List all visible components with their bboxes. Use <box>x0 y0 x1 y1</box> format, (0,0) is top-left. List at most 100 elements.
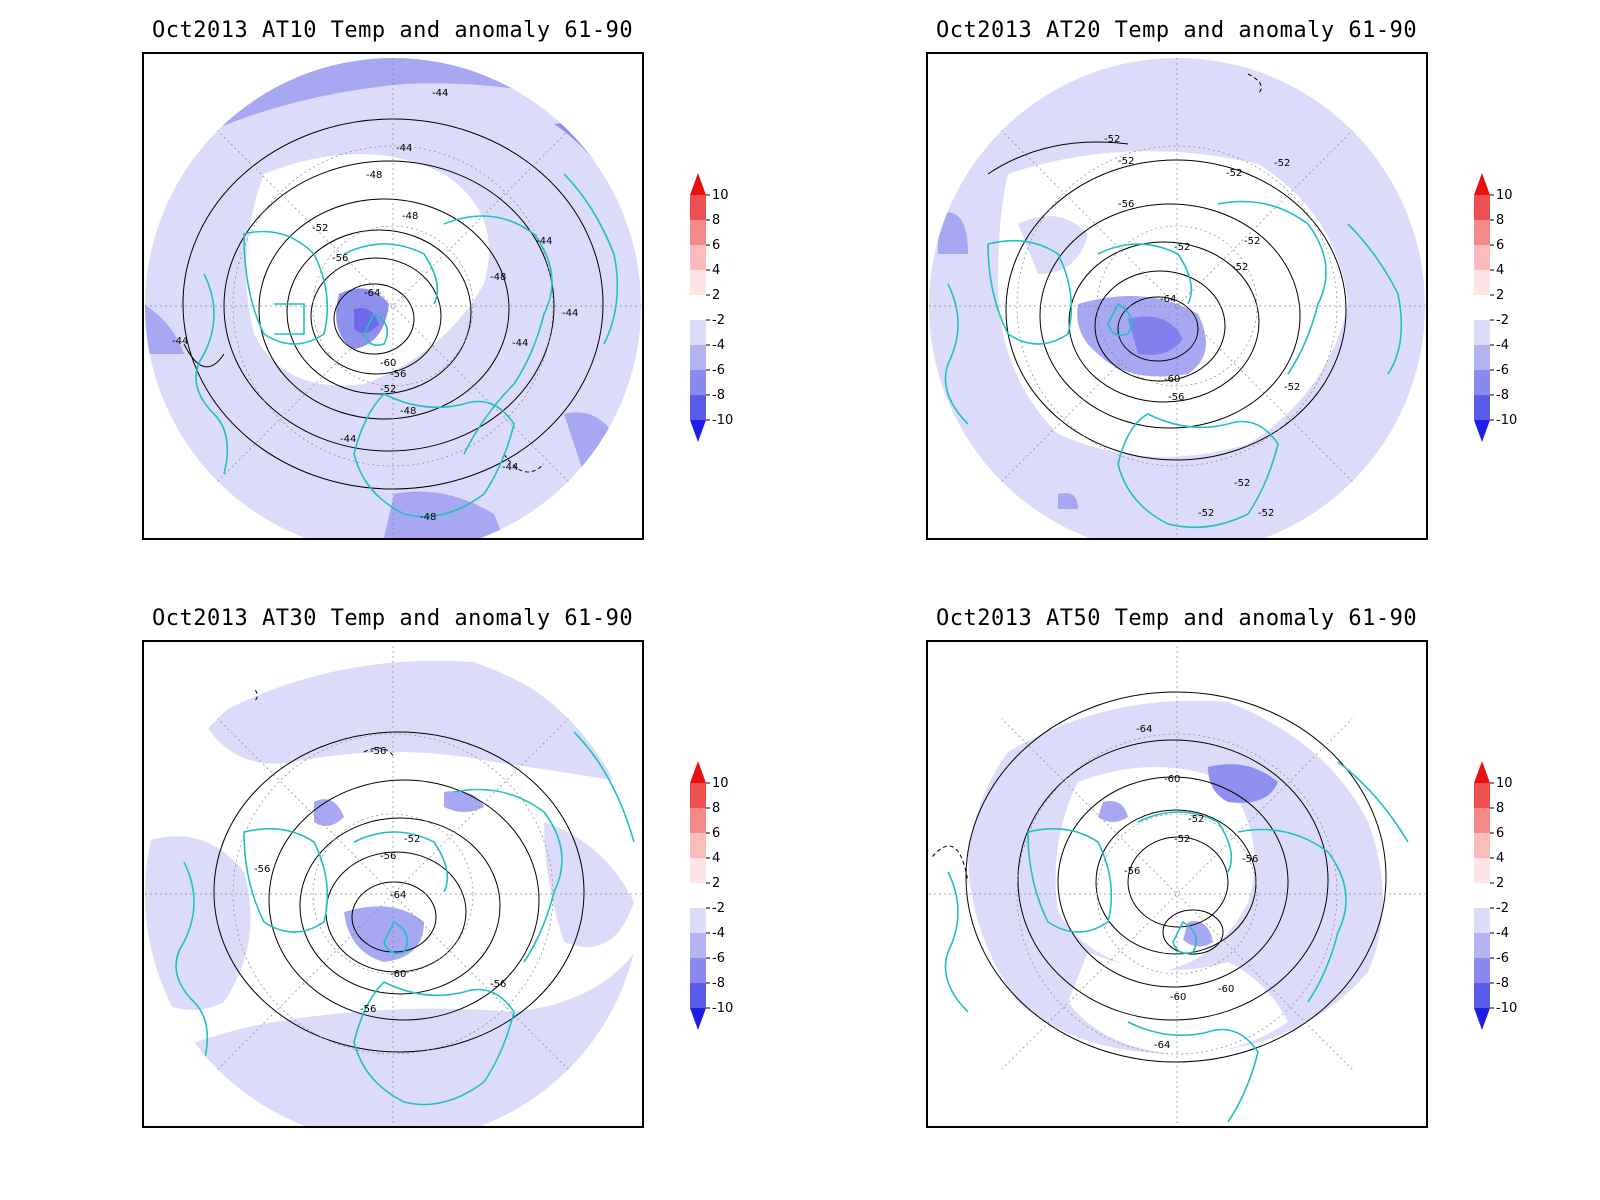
contour-label: -56 <box>490 979 506 990</box>
anomaly-region <box>1058 493 1078 509</box>
map-at30[interactable]: -56 -52 -56 -56 -64 -60 -56 -56 <box>142 640 644 1128</box>
contour-label: -52 <box>312 223 328 234</box>
colorbar-tick-label: 4 <box>1496 851 1504 866</box>
colorbar-tick-label: -8 <box>1496 976 1509 991</box>
colorbar-arrow-up <box>1474 173 1490 195</box>
contour-label: -52 <box>1284 382 1300 393</box>
map-at50[interactable]: -64 -60 -52 -52 -56 -56 -60 -60 -64 <box>926 640 1428 1128</box>
contour-label: -48 <box>490 272 506 283</box>
colorbar-arrow-up <box>690 761 706 783</box>
colorbar-box <box>690 983 706 1008</box>
contour-label: -44 <box>340 434 356 445</box>
colorbar-box <box>1474 833 1490 858</box>
colorbar-tick-label: 6 <box>712 238 720 253</box>
colorbar-tick-label: 6 <box>1496 238 1504 253</box>
colorbar-box <box>690 245 706 270</box>
colorbar-box <box>1474 370 1490 395</box>
colorbar-box <box>1474 270 1490 295</box>
colorbar-tick-label: 8 <box>712 213 720 228</box>
anomaly-region <box>938 212 968 254</box>
colorbar-arrow-down <box>690 1008 706 1030</box>
anomaly-region <box>145 836 251 1010</box>
contour-label: -56 <box>332 253 348 264</box>
contour-label: -52 <box>1232 262 1248 273</box>
anomaly-region <box>145 304 184 354</box>
colorbar-tick-label: -6 <box>1496 951 1509 966</box>
colorbar-box <box>1474 958 1490 983</box>
colorbar-tick-label: 2 <box>1496 876 1504 891</box>
contour-label: -60 <box>1164 774 1180 785</box>
colorbar-tick-label: 2 <box>712 288 720 303</box>
colorbar-box <box>1474 858 1490 883</box>
contour-label: -52 <box>1118 156 1134 167</box>
colorbar-tick-label: 10 <box>712 188 729 203</box>
colorbar-arrow-down <box>690 420 706 442</box>
panel-title-at20: Oct2013 AT20 Temp and anomaly 61-90 <box>936 18 1418 43</box>
contour-label: -56 <box>1168 392 1184 403</box>
colorbar-box <box>690 808 706 833</box>
polar-map-at30: -56 -52 -56 -56 -64 -60 -56 -56 <box>145 646 641 1126</box>
colorbar-box <box>690 220 706 245</box>
colorbar-tick-label: 4 <box>712 263 720 278</box>
contour-label: -52 <box>1226 168 1242 179</box>
contour-label: -56 <box>390 369 406 380</box>
colorbar-box <box>690 958 706 983</box>
colorbar-arrow-up <box>690 173 706 195</box>
map-at10[interactable]: -44 -44 -48 -48 -52 -56 -64 -60 -56 -52 … <box>142 52 644 540</box>
colorbar-box <box>1474 220 1490 245</box>
contour-label: -52 <box>1234 478 1250 489</box>
anomaly-region <box>1018 216 1088 274</box>
anomaly-core <box>344 906 424 962</box>
colorbar-tick-label: -6 <box>712 951 725 966</box>
anomaly-region <box>145 942 641 1126</box>
colorbar-box <box>1474 245 1490 270</box>
colorbar-tick-label: 10 <box>1496 188 1513 203</box>
colorbar-tick-label: -10 <box>1496 1001 1517 1016</box>
colorbar-tick-label: -4 <box>712 338 725 353</box>
contour-label: -48 <box>400 406 416 417</box>
contour-label: -44 <box>396 143 412 154</box>
coastlines <box>175 731 635 1106</box>
contour-labels: -64 -60 -52 -52 -56 -56 -60 -60 -64 <box>1124 724 1258 1051</box>
contour-label: -52 <box>1104 134 1120 145</box>
map-at20[interactable]: -52 -52 -52 -52 -56 -52 -52 -52 -64 -60 … <box>926 52 1428 540</box>
colorbar-tick-label: -2 <box>1496 901 1509 916</box>
contour-label: -60 <box>1164 374 1180 385</box>
colorbar-box <box>690 195 706 220</box>
contour-label: -48 <box>420 512 436 523</box>
colorbar-tick-label: -4 <box>1496 926 1509 941</box>
colorbar-tick-label: -2 <box>712 901 725 916</box>
colorbar-box <box>1474 320 1490 345</box>
coastlines <box>944 200 1403 529</box>
contour-label: -64 <box>1160 294 1176 305</box>
colorbar-box <box>690 320 706 345</box>
colorbar-box <box>690 858 706 883</box>
contour-label: -64 <box>364 288 380 299</box>
contour-label: -60 <box>390 969 406 980</box>
colorbar-tick-label: -8 <box>1496 388 1509 403</box>
colorbar-tick-label: 10 <box>712 776 729 791</box>
contour-label: -48 <box>366 170 382 181</box>
colorbar-arrow-down <box>1474 1008 1490 1030</box>
colorbar-tick-label: 4 <box>1496 263 1504 278</box>
colorbar-at50: 10 8 6 4 2 -2 -4 -6 -8 -10 <box>1474 761 1517 1030</box>
contour-label: -64 <box>1154 1040 1170 1051</box>
colorbar-box <box>690 295 706 320</box>
anomaly-region <box>314 799 344 826</box>
contour-label: -56 <box>1118 199 1134 210</box>
anomaly-core-dark <box>354 308 379 333</box>
colorbar-box <box>1474 783 1490 808</box>
contour-label: -64 <box>390 890 406 901</box>
colorbar-box <box>1474 345 1490 370</box>
contour-label: -52 <box>1174 242 1190 253</box>
colorbar-box <box>690 883 706 908</box>
anomaly-neutral <box>1068 952 1288 1054</box>
contour-label: -44 <box>432 88 448 99</box>
contour-label: -52 <box>1188 814 1204 825</box>
colorbar-tick-label: -10 <box>712 413 733 428</box>
colorbar-tick-label: 2 <box>712 876 720 891</box>
coastlines <box>195 173 619 518</box>
contour-label: -52 <box>380 384 396 395</box>
contour-label: -44 <box>536 236 552 247</box>
panel-title-at10: Oct2013 AT10 Temp and anomaly 61-90 <box>152 18 634 43</box>
